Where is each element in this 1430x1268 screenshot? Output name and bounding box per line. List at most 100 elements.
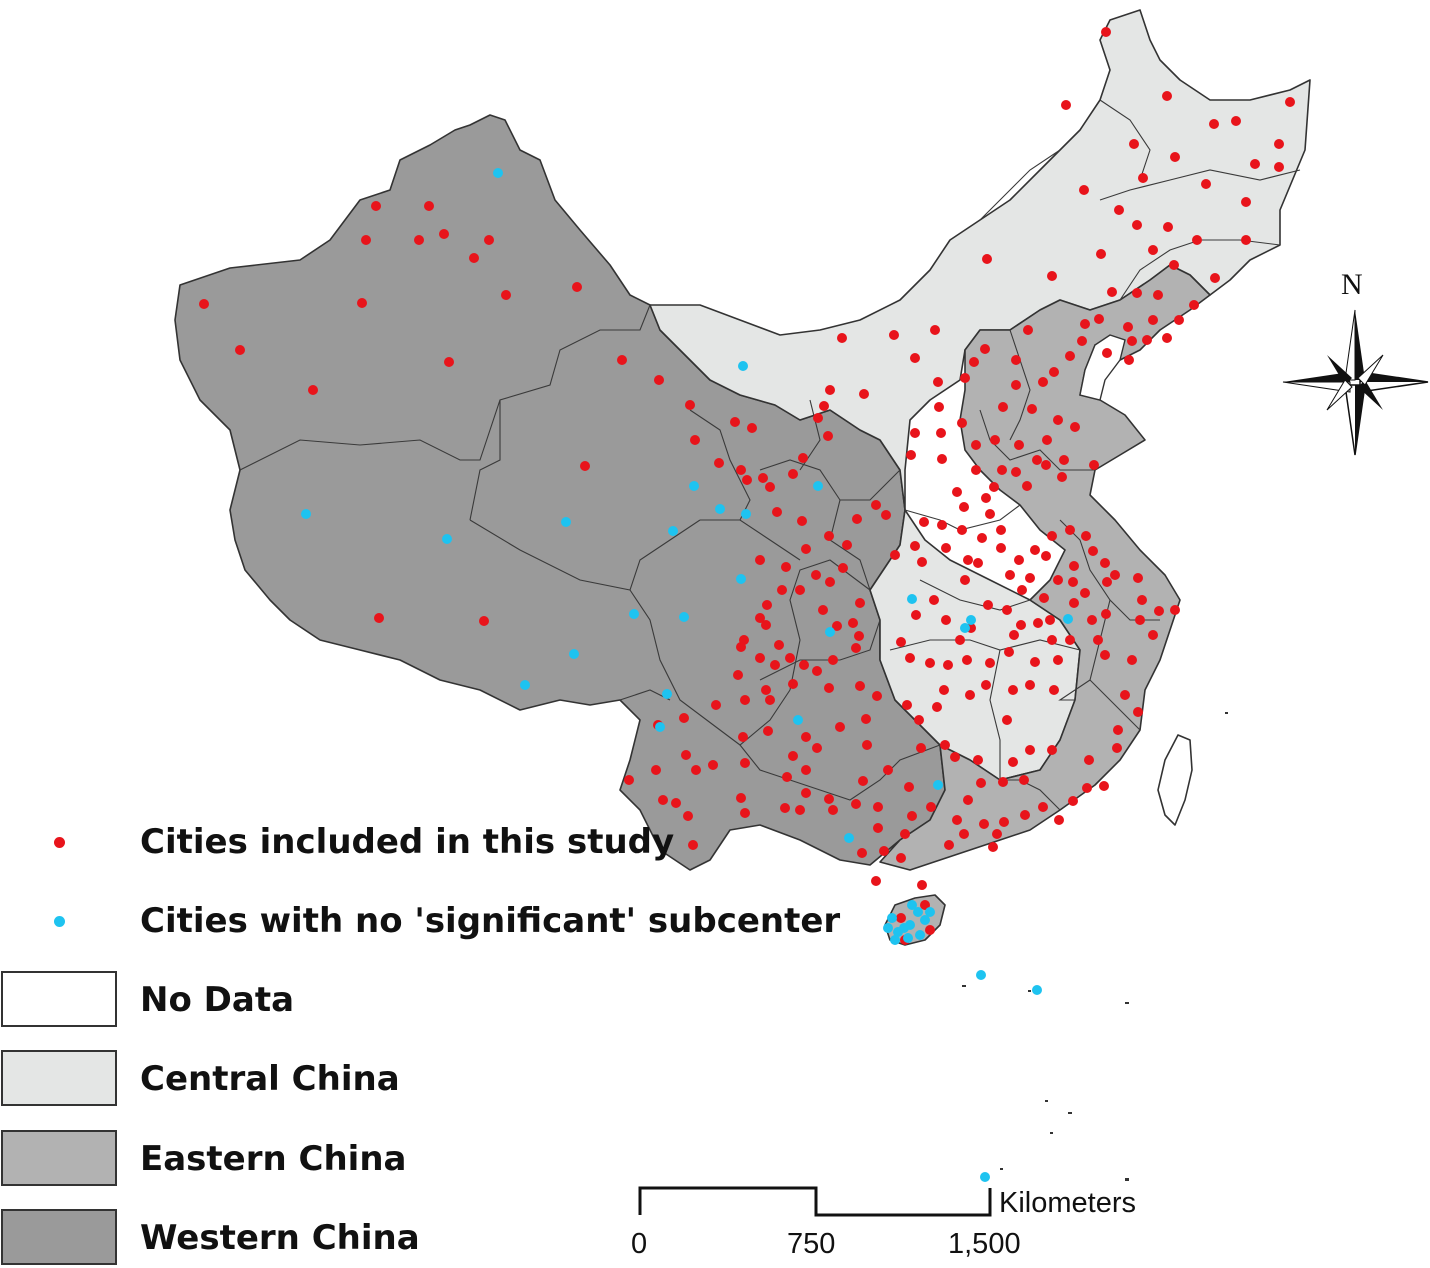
included-city-marker: [879, 846, 889, 856]
included-city-marker: [926, 802, 936, 812]
included-city-marker: [708, 760, 718, 770]
included-city-marker: [1070, 422, 1080, 432]
included-city-marker: [861, 714, 871, 724]
included-city-marker: [1133, 707, 1143, 717]
included-city-marker: [973, 558, 983, 568]
included-city-marker: [683, 811, 693, 821]
included-city-marker: [755, 653, 765, 663]
included-city-marker: [1025, 680, 1035, 690]
included-cities-layer: [199, 27, 1295, 945]
included-city-marker: [1100, 558, 1110, 568]
included-city-marker: [1047, 635, 1057, 645]
included-city-marker: [624, 775, 634, 785]
included-city-marker: [862, 740, 872, 750]
legend-western-swatch: [1, 1209, 117, 1265]
included-city-marker: [932, 702, 942, 712]
included-city-marker: [832, 621, 842, 631]
included-city-marker: [990, 435, 1000, 445]
included-city-marker: [742, 475, 752, 485]
no-subcenter-city-marker: [907, 594, 917, 604]
included-city-marker: [658, 795, 668, 805]
included-city-marker: [736, 465, 746, 475]
included-city-marker: [730, 417, 740, 427]
no-subcenter-city-marker: [1032, 985, 1042, 995]
included-city-marker: [788, 469, 798, 479]
included-city-marker: [1053, 655, 1063, 665]
included-city-marker: [1023, 325, 1033, 335]
no-subcenter-city-marker: [629, 609, 639, 619]
scale-tick-0: 0: [631, 1228, 648, 1260]
included-city-marker: [733, 670, 743, 680]
included-city-marker: [824, 531, 834, 541]
included-city-marker: [801, 788, 811, 798]
included-city-marker: [1065, 525, 1075, 535]
included-city-marker: [1101, 27, 1111, 37]
included-city-marker: [424, 201, 434, 211]
included-city-marker: [572, 282, 582, 292]
included-city-marker: [858, 776, 868, 786]
included-city-marker: [1099, 781, 1109, 791]
included-city-marker: [969, 357, 979, 367]
included-city-marker: [1192, 235, 1202, 245]
north-arrow: [1282, 309, 1429, 456]
included-city-marker: [905, 653, 915, 663]
included-city-marker: [957, 525, 967, 535]
included-city-marker: [1022, 481, 1032, 491]
included-city-marker: [941, 543, 951, 553]
included-city-marker: [1210, 273, 1220, 283]
included-city-marker: [837, 333, 847, 343]
included-city-marker: [896, 913, 906, 923]
included-city-marker: [889, 330, 899, 340]
included-city-marker: [1059, 455, 1069, 465]
included-city-marker: [855, 681, 865, 691]
included-city-marker: [1274, 139, 1284, 149]
included-city-marker: [1107, 287, 1117, 297]
included-city-marker: [1133, 573, 1143, 583]
included-city-marker: [859, 389, 869, 399]
included-city-marker: [996, 543, 1006, 553]
included-city-marker: [654, 375, 664, 385]
included-city-marker: [989, 482, 999, 492]
no-subcenter-city-marker: [925, 907, 935, 917]
included-city-marker: [765, 482, 775, 492]
included-city-marker: [902, 700, 912, 710]
included-city-marker: [1008, 685, 1018, 695]
included-city-marker: [1054, 815, 1064, 825]
included-city-marker: [911, 610, 921, 620]
included-city-marker: [910, 541, 920, 551]
included-city-marker: [914, 715, 924, 725]
included-city-marker: [1025, 745, 1035, 755]
included-city-marker: [444, 357, 454, 367]
included-city-marker: [812, 743, 822, 753]
included-city-marker: [1041, 551, 1051, 561]
included-city-marker: [939, 685, 949, 695]
included-city-marker: [781, 562, 791, 572]
included-city-marker: [1069, 561, 1079, 571]
included-city-marker: [960, 373, 970, 383]
included-city-marker: [872, 691, 882, 701]
included-city-marker: [976, 778, 986, 788]
no-subcenter-city-marker: [903, 933, 913, 943]
included-city-marker: [414, 235, 424, 245]
included-city-marker: [1088, 546, 1098, 556]
included-city-marker: [1032, 455, 1042, 465]
south-sea-islands: [962, 712, 1228, 1181]
included-city-marker: [1162, 333, 1172, 343]
no-subcenter-city-marker: [442, 534, 452, 544]
included-city-marker: [925, 658, 935, 668]
included-city-marker: [1080, 319, 1090, 329]
included-city-marker: [1137, 595, 1147, 605]
included-city-marker: [943, 660, 953, 670]
included-city-marker: [1011, 355, 1021, 365]
included-city-marker: [871, 500, 881, 510]
included-city-marker: [755, 555, 765, 565]
included-city-marker: [1002, 605, 1012, 615]
included-city-marker: [1170, 605, 1180, 615]
included-city-marker: [714, 458, 724, 468]
included-city-marker: [1129, 139, 1139, 149]
included-city-marker: [479, 616, 489, 626]
no-subcenter-city-marker: [915, 930, 925, 940]
no-subcenter-city-marker: [980, 1172, 990, 1182]
included-city-marker: [934, 402, 944, 412]
included-city-marker: [795, 805, 805, 815]
